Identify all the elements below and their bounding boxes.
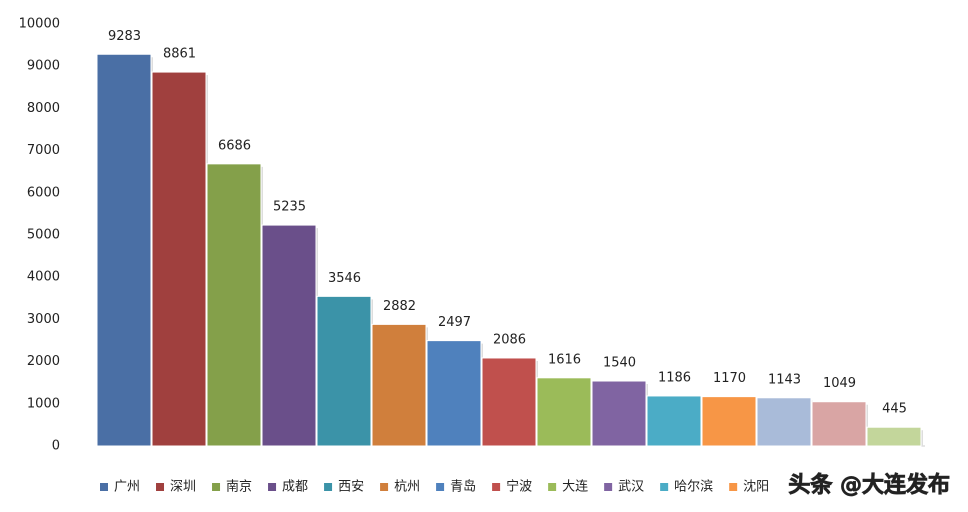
legend-swatch [212, 483, 221, 491]
y-tick-label: 6000 [27, 185, 60, 200]
legend-swatch [268, 483, 277, 491]
bar [481, 357, 537, 447]
value-label: 1616 [548, 352, 581, 367]
legend-swatch [492, 483, 501, 491]
y-tick-label: 3000 [27, 312, 60, 327]
bar [371, 323, 427, 447]
bar [646, 395, 702, 447]
y-tick-label: 4000 [27, 270, 60, 285]
value-label: 3546 [328, 271, 361, 286]
y-tick-label: 10000 [19, 17, 60, 32]
bar [591, 380, 647, 447]
bar [206, 163, 262, 447]
bar [151, 71, 207, 447]
legend-label: 成都 [282, 480, 308, 495]
bar [701, 396, 757, 447]
bar [426, 340, 482, 447]
bar [756, 397, 812, 447]
legend-label: 杭州 [394, 480, 420, 495]
legend-label: 哈尔滨 [674, 479, 713, 495]
legend-label: 大连 [562, 479, 588, 495]
y-tick-label: 2000 [27, 354, 60, 369]
value-label: 6686 [218, 138, 251, 153]
bar [866, 426, 922, 447]
legend-swatch [604, 483, 613, 491]
value-label: 1049 [823, 376, 856, 391]
value-label: 2497 [438, 315, 471, 330]
value-label: 1186 [658, 370, 691, 385]
value-label: 5235 [273, 200, 306, 215]
y-tick-label: 8000 [27, 101, 60, 116]
y-tick-label: 5000 [27, 228, 60, 243]
y-tick-label: 9000 [27, 59, 60, 74]
value-label: 9283 [108, 29, 141, 44]
value-label: 1540 [603, 356, 636, 371]
value-label: 445 [882, 402, 907, 417]
legend-label: 武汉 [618, 480, 644, 495]
legend-swatch [380, 483, 389, 491]
bar [261, 224, 317, 447]
legend-swatch [436, 483, 445, 491]
value-label: 1143 [768, 372, 801, 387]
legend-swatch [100, 483, 108, 491]
y-tick-label: 7000 [27, 143, 60, 158]
bar [96, 53, 152, 447]
value-label: 1170 [713, 371, 746, 386]
value-label: 2086 [493, 332, 526, 347]
legend-label: 广州 [114, 480, 140, 495]
legend-swatch [548, 483, 557, 491]
value-label: 8861 [163, 47, 196, 62]
value-label: 2882 [383, 299, 416, 314]
legend-swatch [156, 483, 165, 491]
legend-label: 沈阳 [743, 480, 769, 495]
legend-label: 青岛 [450, 479, 476, 495]
legend-swatch [660, 483, 669, 491]
legend-label: 南京 [226, 479, 252, 495]
y-tick-label: 0 [52, 439, 60, 454]
y-tick-label: 1000 [27, 396, 60, 411]
legend-swatch [324, 483, 333, 491]
watermark: 头条 @大连发布 [788, 472, 950, 498]
bar [536, 377, 592, 447]
bar [811, 401, 867, 447]
legend-swatch [729, 483, 738, 491]
legend-label: 宁波 [506, 479, 532, 495]
legend-label: 西安 [338, 480, 364, 495]
legend-label: 深圳 [170, 480, 196, 495]
bar [316, 295, 372, 447]
